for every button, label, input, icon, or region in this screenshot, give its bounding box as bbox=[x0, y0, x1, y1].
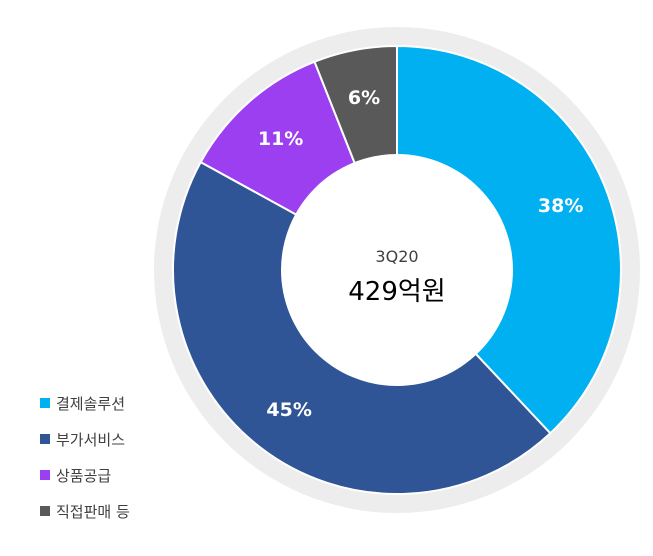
slice-label-2: 45% bbox=[266, 399, 311, 421]
legend-swatch bbox=[40, 506, 50, 516]
center-total-value: 429억원 bbox=[348, 277, 445, 307]
center-hole bbox=[281, 154, 513, 386]
legend-swatch bbox=[40, 398, 50, 408]
legend-item: 직접판매 등 bbox=[40, 493, 130, 529]
legend-item: 상품공급 bbox=[40, 457, 130, 493]
legend-item: 결제솔루션 bbox=[40, 385, 130, 421]
slice-label-3: 11% bbox=[258, 128, 303, 150]
legend-label: 상품공급 bbox=[56, 466, 112, 485]
slice-label-1: 38% bbox=[538, 195, 583, 217]
legend-label: 결제솔루션 bbox=[56, 394, 126, 413]
slice-label-4: 6% bbox=[348, 87, 380, 109]
center-period-label: 3Q20 bbox=[375, 247, 418, 266]
legend-swatch bbox=[40, 470, 50, 480]
legend-label: 직접판매 등 bbox=[56, 502, 130, 521]
legend-item: 부가서비스 bbox=[40, 421, 130, 457]
legend-label: 부가서비스 bbox=[56, 430, 126, 449]
slice-1 bbox=[396, 44, 622, 435]
legend-swatch bbox=[40, 434, 50, 444]
